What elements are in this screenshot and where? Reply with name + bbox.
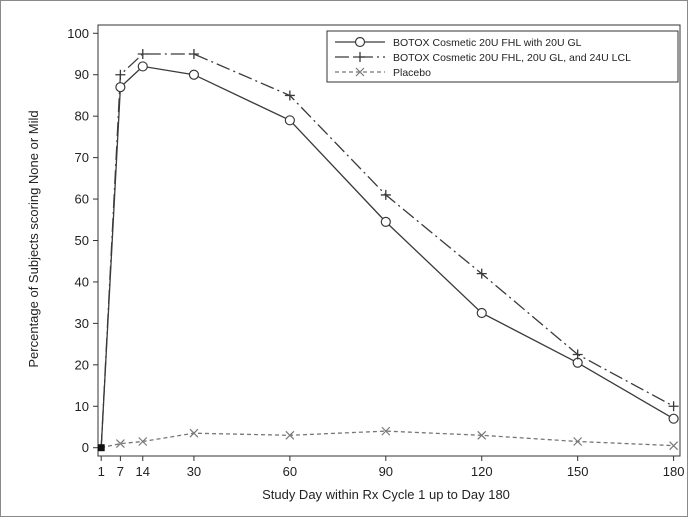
y-axis-label: Percentage of Subjects scoring None or M… — [26, 110, 41, 367]
series-1-point — [476, 307, 487, 319]
series-1-point — [380, 216, 391, 227]
series-2-point — [476, 268, 487, 279]
series-1-point — [188, 69, 200, 80]
y-tick-label: 100 — [67, 26, 89, 41]
x-tick-label: 30 — [187, 464, 201, 479]
series-2-point — [188, 49, 199, 60]
x-tick-label: 7 — [117, 464, 124, 479]
series-3-point — [381, 426, 391, 436]
y-tick-label: 70 — [75, 150, 89, 165]
series-3-point — [477, 430, 487, 440]
origin-point — [97, 444, 105, 452]
series-markers — [97, 49, 679, 452]
legend-label-2: BOTOX Cosmetic 20U FHL, 20U GL, and 24U … — [393, 52, 631, 64]
legend-label-3: Placebo — [393, 67, 431, 79]
series-2-point — [668, 401, 679, 412]
series-2-point — [115, 69, 126, 80]
series-1-point — [668, 413, 679, 424]
legend-marker-1 — [354, 36, 366, 48]
series-3-point — [285, 430, 295, 440]
series-3-point — [573, 437, 583, 446]
series-3-point — [138, 437, 148, 446]
y-tick-label: 0 — [82, 440, 89, 455]
y-tick-label: 60 — [75, 192, 89, 207]
x-axis-ticks: 1 7 14 30 60 90 120 150 180 — [98, 456, 685, 479]
y-tick-label: 80 — [75, 109, 89, 124]
x-tick-label: 60 — [283, 464, 297, 479]
y-tick-label: 10 — [75, 399, 89, 414]
legend-box — [326, 30, 679, 83]
plot-area-border — [97, 24, 681, 457]
legend: BOTOX Cosmetic 20U FHL with 20U GL BOTOX … — [326, 30, 679, 83]
series-3-point — [669, 441, 679, 451]
series-2-point — [284, 90, 295, 101]
series-1-point — [284, 115, 295, 126]
plot-axes — [97, 24, 681, 457]
x-tick-label: 120 — [471, 464, 493, 479]
series-1-point — [115, 82, 126, 93]
x-axis-label: Study Day within Rx Cycle 1 up to Day 18… — [262, 487, 510, 502]
y-tick-label: 90 — [75, 67, 89, 82]
series-line-2 — [100, 53, 674, 448]
series-3-point — [189, 428, 199, 438]
series-lines — [100, 53, 674, 449]
y-tick-label: 40 — [75, 274, 89, 289]
x-tick-label: 180 — [663, 464, 685, 479]
series-1-point — [137, 61, 148, 72]
series-2-point — [380, 189, 391, 200]
legend-label-1: BOTOX Cosmetic 20U FHL with 20U GL — [393, 37, 582, 49]
legend-marker-2 — [355, 52, 365, 62]
x-tick-label: 90 — [379, 464, 393, 479]
y-tick-label: 30 — [75, 316, 89, 331]
x-tick-label: 14 — [136, 464, 150, 479]
series-2-point — [572, 349, 583, 360]
series-line-3 — [101, 430, 674, 449]
series-1-point — [572, 357, 583, 368]
y-tick-label: 20 — [75, 357, 89, 372]
series-3-point — [115, 439, 125, 448]
series-line-1 — [100, 65, 674, 448]
y-axis-ticks: 0 10 20 30 40 50 60 70 80 90 100 — [67, 26, 98, 455]
legend-marker-3 — [355, 67, 365, 77]
series-2-point — [137, 49, 148, 60]
y-tick-label: 50 — [75, 233, 89, 248]
x-tick-label: 1 — [98, 464, 105, 479]
x-tick-label: 150 — [567, 464, 589, 479]
